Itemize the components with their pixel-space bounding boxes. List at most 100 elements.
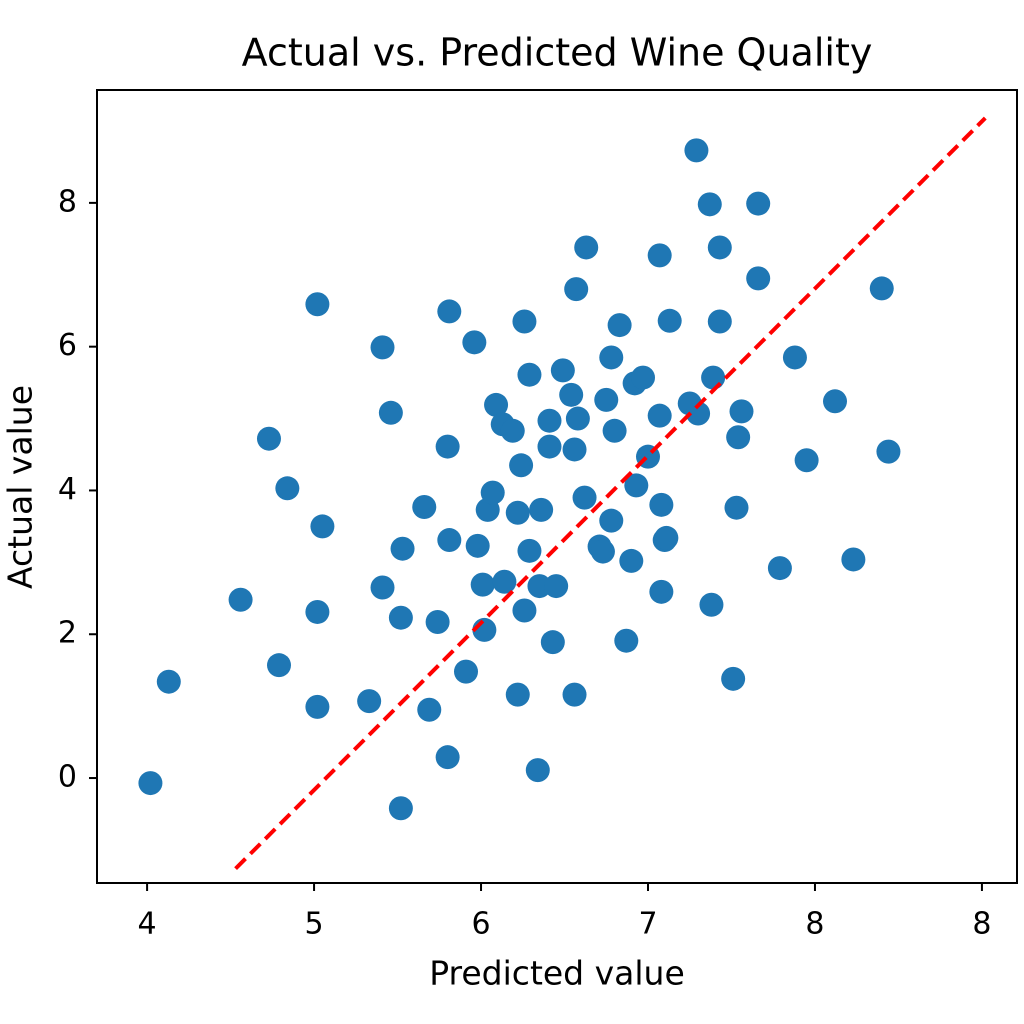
scatter-point: [699, 592, 724, 617]
scatter-point: [602, 418, 627, 443]
x-tick-label: 6: [471, 907, 490, 942]
scatter-point: [562, 682, 587, 707]
scatter-point: [657, 308, 682, 333]
scatter-point: [378, 400, 403, 425]
scatter-point: [437, 299, 462, 324]
scatter-point: [564, 277, 589, 302]
scatter-point: [794, 448, 819, 473]
scatter-point: [454, 659, 479, 684]
scatter-point: [505, 682, 530, 707]
plot-area: [138, 116, 987, 871]
y-axis-label: Actual value: [1, 385, 40, 589]
scatter-point: [388, 796, 413, 821]
scatter-point: [256, 426, 281, 451]
x-tick-label: 7: [638, 907, 657, 942]
scatter-point: [869, 276, 894, 301]
x-tick-label: 8: [972, 907, 991, 942]
scatter-point: [529, 497, 554, 522]
scatter-point: [527, 574, 552, 599]
y-tick-label: 4: [58, 472, 77, 507]
scatter-point: [310, 514, 335, 539]
scatter-point: [594, 387, 619, 412]
scatter-point: [707, 235, 732, 260]
scatter-point: [537, 408, 562, 433]
scatter-point: [435, 434, 460, 459]
scatter-point: [701, 365, 726, 390]
scatter-point: [565, 406, 590, 431]
scatter-point: [517, 362, 542, 387]
scatter-point: [823, 389, 848, 414]
scatter-point: [465, 533, 490, 558]
scatter-point: [156, 669, 181, 694]
scatter-point: [500, 418, 525, 443]
scatter-point: [544, 574, 569, 599]
scatter-point: [470, 572, 495, 597]
scatter-point: [512, 309, 537, 334]
scatter-point: [724, 495, 749, 520]
scatter-point: [876, 439, 901, 464]
scatter-point: [305, 292, 330, 317]
scatter-point: [572, 485, 597, 510]
scatter-point: [550, 358, 575, 383]
scatter-point: [654, 525, 679, 550]
scatter-point: [841, 547, 866, 572]
scatter-point: [480, 480, 505, 505]
scatter-point: [590, 539, 615, 564]
scatter-point: [599, 508, 624, 533]
scatter-point: [619, 548, 644, 573]
scatter-point: [505, 500, 530, 525]
x-tick-label: 5: [305, 907, 324, 942]
scatter-point: [746, 191, 771, 216]
scatter-point: [782, 345, 807, 370]
scatter-point: [305, 599, 330, 624]
scatter-point: [624, 473, 649, 498]
scatter-point: [707, 309, 732, 334]
scatter-point: [305, 694, 330, 719]
scatter-point: [537, 434, 562, 459]
plot-frame: [96, 89, 1018, 884]
scatter-point: [425, 610, 450, 635]
scatter-point: [517, 538, 542, 563]
scatter-point: [647, 403, 672, 428]
scatter-point: [228, 587, 253, 612]
x-axis-label: Predicted value: [429, 954, 685, 993]
scatter-point: [686, 401, 711, 426]
scatter-point: [767, 556, 792, 581]
scatter-point: [721, 666, 746, 691]
scatter-point: [647, 243, 672, 268]
scatter-point: [649, 492, 674, 517]
scatter-point: [390, 536, 415, 561]
scatter-point: [614, 628, 639, 653]
scatter-point: [726, 425, 751, 450]
scatter-point: [370, 335, 395, 360]
scatter-point: [559, 382, 584, 407]
y-tick-label: 6: [58, 328, 77, 363]
x-tick-label: 8: [805, 907, 824, 942]
scatter-point: [357, 689, 382, 714]
scatter-point: [462, 330, 487, 355]
x-tick-label: 4: [138, 907, 157, 942]
scatter-point: [729, 399, 754, 424]
scatter-point: [437, 528, 462, 553]
scatter-point: [540, 630, 565, 655]
scatter-point: [649, 579, 674, 604]
reference-line: [234, 116, 987, 871]
scatter-point: [412, 494, 437, 519]
chart-title: Actual vs. Predicted Wine Quality: [242, 31, 873, 75]
scatter-point: [370, 575, 395, 600]
scatter-point: [492, 569, 517, 594]
scatter-point: [275, 476, 300, 501]
scatter-point: [599, 345, 624, 370]
y-tick-label: 8: [58, 184, 77, 219]
scatter-point: [607, 313, 632, 338]
scatter-point: [388, 605, 413, 630]
scatter-point: [684, 138, 709, 163]
scatter-point: [525, 758, 550, 783]
scatter-point: [417, 697, 442, 722]
scatter-point: [266, 653, 291, 678]
scatter-point: [435, 745, 460, 770]
scatter-point: [746, 266, 771, 291]
scatter-point: [630, 365, 655, 390]
scatter-point: [562, 437, 587, 462]
